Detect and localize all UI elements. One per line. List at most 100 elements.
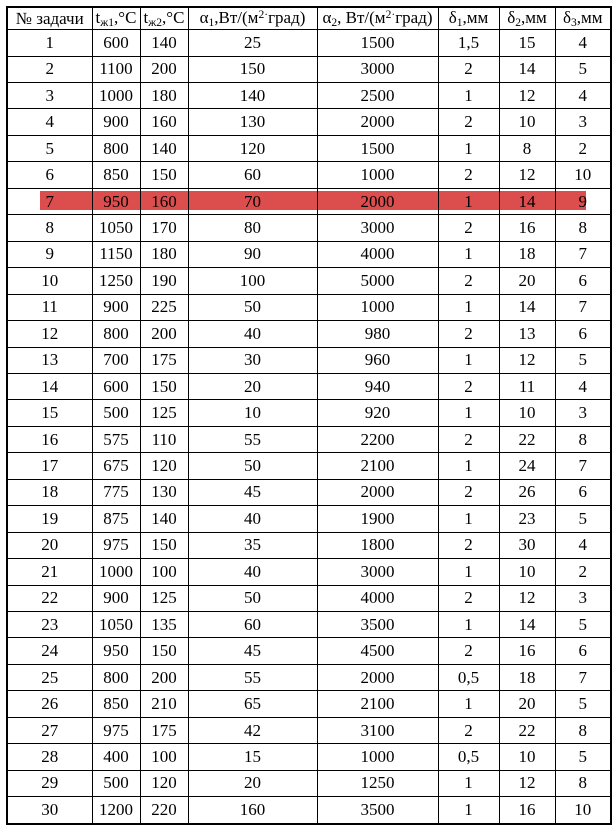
table-cell: 1: [437, 399, 500, 427]
table-row: 27 975 175 42 3100 2 22 8: [6, 716, 612, 745]
header-subscript: 2: [515, 15, 522, 29]
table-row-highlighted: 7 950 160 70 2000 1 14 9: [6, 187, 612, 216]
table-cell: 35: [187, 531, 318, 560]
table-cell: 775: [91, 478, 141, 507]
table-cell: 8: [6, 214, 93, 242]
table-cell: 130: [187, 108, 318, 136]
table-cell: 400: [91, 743, 141, 771]
table-cell: 30: [498, 531, 556, 560]
table-cell: 22: [498, 716, 556, 745]
table-row: 6 850 150 60 1000 2 12 10: [6, 161, 612, 189]
table-cell: 140: [139, 29, 189, 57]
table-cell: 10: [554, 796, 612, 825]
table-cell: 10: [554, 161, 612, 189]
header-subscript: ж1: [100, 15, 115, 29]
table-cell: 28: [6, 743, 93, 771]
table-row: 10 1250 190 100 5000 2 20 6: [6, 267, 612, 295]
table-cell: 24: [498, 452, 556, 480]
table-cell: 2000: [316, 108, 439, 136]
table-cell: 6: [6, 161, 93, 189]
table-cell: 850: [91, 161, 141, 189]
table-cell: 980: [316, 320, 439, 348]
header-label: δ: [448, 8, 457, 28]
table-cell: 900: [91, 108, 141, 136]
table-cell: 9: [554, 187, 612, 216]
table-cell: 150: [187, 55, 318, 83]
table-cell: 12: [6, 320, 93, 348]
table-cell: 6: [554, 267, 612, 295]
table-row: 25 800 200 55 2000 0,5 18 7: [6, 663, 612, 692]
header-label: ,°С: [114, 8, 137, 28]
header-superscript: 2·: [258, 8, 269, 21]
table-cell: 3000: [316, 55, 439, 83]
table-cell: 1: [437, 505, 500, 533]
table-cell: 60: [187, 611, 318, 639]
table-cell: 2: [437, 637, 500, 665]
table-cell: 55: [187, 663, 318, 692]
table-row: 1 600 140 25 1500 1,5 15 4: [6, 29, 612, 57]
table-cell: 19: [6, 505, 93, 533]
table-row: 24 950 150 45 4500 2 16 6: [6, 637, 612, 665]
table-cell: 850: [91, 690, 141, 718]
table-cell: 1500: [316, 29, 439, 57]
table-cell: 1: [437, 134, 500, 163]
table-cell: 40: [187, 505, 318, 533]
table-cell: 150: [139, 372, 189, 401]
table-cell: 14: [498, 187, 556, 216]
table-cell: 0,5: [437, 663, 500, 692]
table-cell: 2: [554, 558, 612, 586]
table-cell: 42: [187, 716, 318, 745]
table-cell: 200: [139, 320, 189, 348]
table-cell: 1: [437, 293, 500, 322]
table-cell: 30: [6, 796, 93, 825]
table-cell: 2: [437, 267, 500, 295]
column-header-delta2: δ2,мм: [498, 6, 556, 31]
table-cell: 15: [187, 743, 318, 771]
table-cell: 1: [437, 690, 500, 718]
table-cell: 700: [91, 346, 141, 374]
table-cell: 14: [6, 372, 93, 401]
table-cell: 3: [6, 81, 93, 110]
table-cell: 10: [187, 399, 318, 427]
header-label: , Вт/(м: [337, 8, 386, 28]
table-cell: 2000: [316, 663, 439, 692]
table-cell: 7: [554, 293, 612, 322]
table-cell: 4000: [316, 584, 439, 613]
table-cell: 2200: [316, 425, 439, 454]
table-cell: 920: [316, 399, 439, 427]
table-cell: 140: [139, 134, 189, 163]
table-cell: 10: [498, 743, 556, 771]
table-cell: 150: [139, 531, 189, 560]
table-cell: 11: [498, 372, 556, 401]
table-cell: 170: [139, 214, 189, 242]
table-cell: 160: [139, 108, 189, 136]
table-cell: 1: [437, 452, 500, 480]
header-subscript: 1: [456, 15, 463, 29]
table-row: 16 575 110 55 2200 2 22 8: [6, 425, 612, 454]
table-cell: 29: [6, 769, 93, 798]
column-header-alpha1: α1,Вт/(м2·град): [187, 6, 318, 31]
table-cell: 6: [554, 320, 612, 348]
table-cell: 23: [6, 611, 93, 639]
column-header-delta1: δ1,мм: [437, 6, 500, 31]
table-cell: 125: [139, 399, 189, 427]
table-cell: 1000: [91, 558, 141, 586]
table-row: 28 400 100 15 1000 0,5 10 5: [6, 743, 612, 771]
table-cell: 18: [6, 478, 93, 507]
table-cell: 4: [554, 81, 612, 110]
table-cell: 2: [437, 478, 500, 507]
table-cell: 27: [6, 716, 93, 745]
table-cell: 3000: [316, 558, 439, 586]
table-cell: 2: [437, 55, 500, 83]
table-row: 12 800 200 40 980 2 13 6: [6, 320, 612, 348]
header-label: δ: [562, 8, 571, 28]
table-cell: 160: [187, 796, 318, 825]
table-cell: 1: [437, 769, 500, 798]
header-label: ,°С: [162, 8, 185, 28]
table-cell: 1050: [91, 214, 141, 242]
header-label: № задачи: [15, 8, 84, 28]
table-cell: 3: [554, 584, 612, 613]
table-cell: 45: [187, 637, 318, 665]
table-row: 3 1000 180 140 2500 1 12 4: [6, 81, 612, 110]
header-superscript: 2·: [385, 8, 396, 21]
